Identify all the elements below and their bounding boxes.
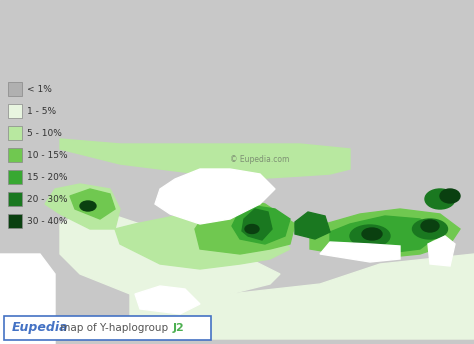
- Ellipse shape: [440, 189, 460, 203]
- Ellipse shape: [425, 189, 455, 209]
- Polygon shape: [295, 212, 330, 239]
- Polygon shape: [60, 139, 350, 179]
- Polygon shape: [60, 214, 280, 294]
- Polygon shape: [45, 184, 120, 229]
- Text: 5 - 10%: 5 - 10%: [27, 129, 62, 138]
- Bar: [8, 104, 22, 118]
- Bar: [8, 82, 22, 96]
- Ellipse shape: [245, 225, 259, 234]
- Polygon shape: [115, 209, 290, 269]
- Ellipse shape: [350, 225, 390, 247]
- Ellipse shape: [412, 219, 447, 239]
- Polygon shape: [428, 236, 455, 266]
- FancyBboxPatch shape: [4, 316, 211, 340]
- Ellipse shape: [421, 220, 439, 232]
- Bar: [8, 126, 22, 140]
- Text: J2: J2: [173, 323, 185, 333]
- Polygon shape: [130, 254, 474, 339]
- Text: 30 - 40%: 30 - 40%: [27, 216, 67, 226]
- Text: 20 - 30%: 20 - 30%: [27, 194, 67, 204]
- Ellipse shape: [80, 201, 96, 211]
- Bar: [8, 170, 22, 184]
- Polygon shape: [330, 216, 440, 254]
- Polygon shape: [135, 286, 200, 314]
- Polygon shape: [320, 242, 400, 262]
- Text: 10 - 15%: 10 - 15%: [27, 151, 68, 160]
- Polygon shape: [195, 199, 295, 254]
- Polygon shape: [0, 254, 55, 344]
- Polygon shape: [232, 206, 290, 244]
- Bar: [8, 214, 22, 228]
- Bar: [8, 192, 22, 206]
- Polygon shape: [310, 209, 460, 259]
- Text: map of Y-haplogroup: map of Y-haplogroup: [57, 323, 172, 333]
- Text: © Eupedia.com: © Eupedia.com: [230, 154, 290, 163]
- Polygon shape: [155, 169, 275, 224]
- Text: 15 - 20%: 15 - 20%: [27, 172, 67, 182]
- Text: Eupedia: Eupedia: [12, 322, 69, 334]
- Bar: [8, 148, 22, 162]
- Ellipse shape: [362, 228, 382, 240]
- Text: < 1%: < 1%: [27, 85, 52, 94]
- Text: 1 - 5%: 1 - 5%: [27, 107, 56, 116]
- Polygon shape: [242, 209, 272, 240]
- Polygon shape: [70, 189, 115, 219]
